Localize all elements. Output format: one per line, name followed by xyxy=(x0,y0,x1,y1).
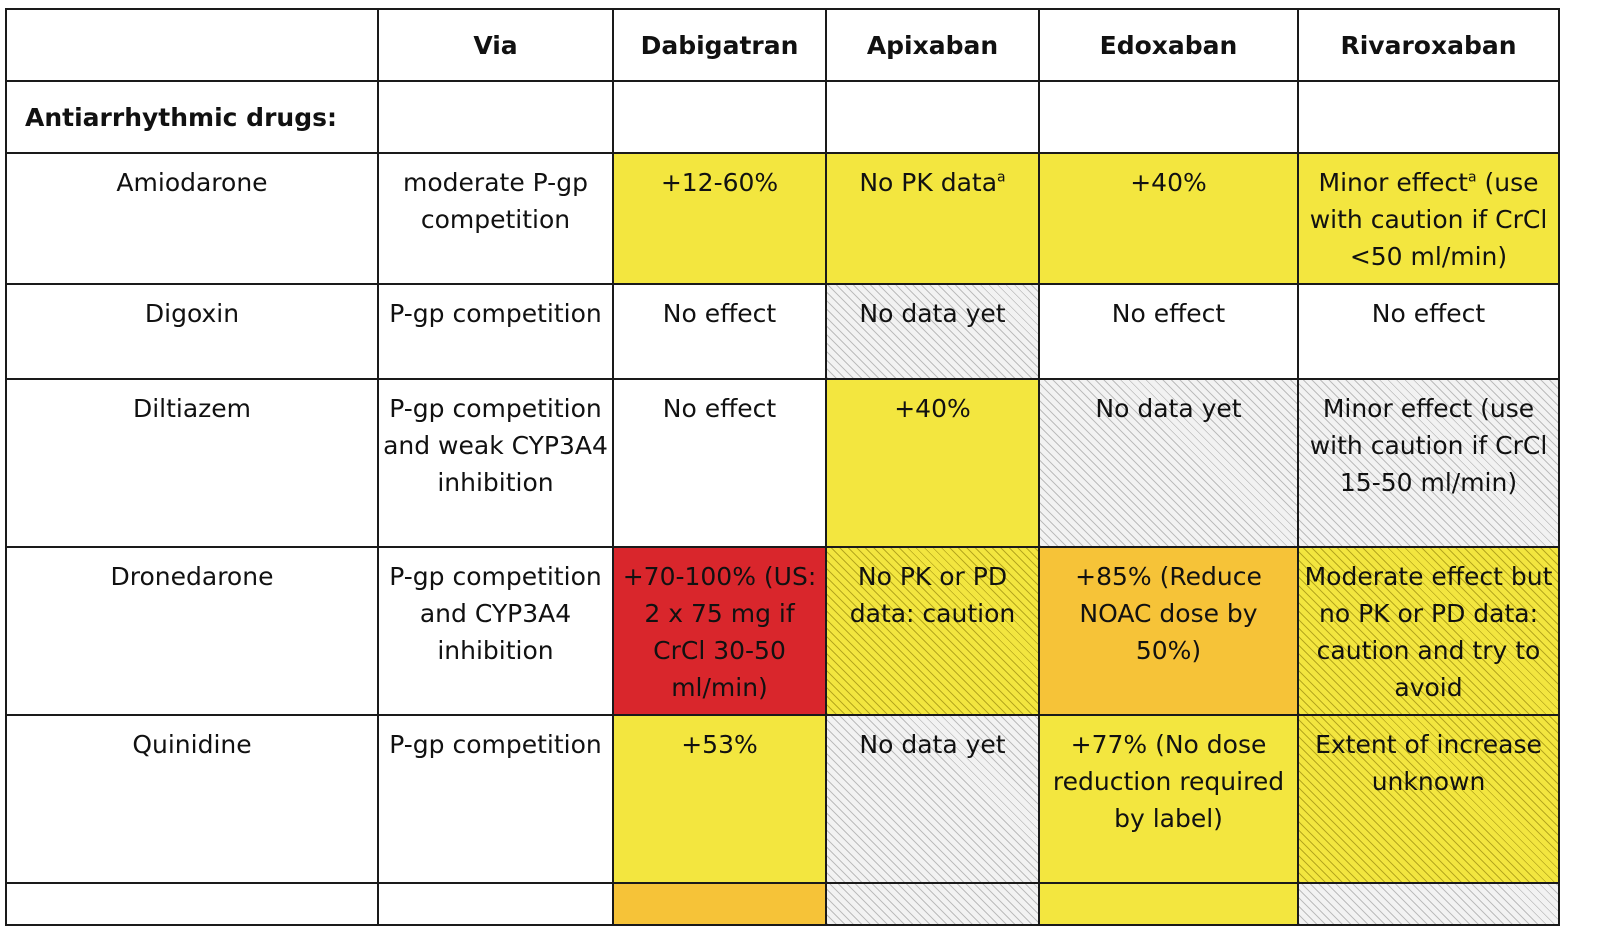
dabigatran-cell: +53% xyxy=(612,714,827,884)
edoxaban-cell: +40% xyxy=(1038,152,1299,285)
apixaban-cell: No PK dataa xyxy=(825,152,1040,285)
edoxaban-cell: +77% (No dose reduction required by labe… xyxy=(1038,714,1299,884)
drug-interaction-table: Via Dabigatran Apixaban Edoxaban Rivarox… xyxy=(5,8,1560,926)
empty-cell xyxy=(825,80,1040,154)
drug-name: Amiodarone xyxy=(5,152,379,285)
via-cell: moderate P-gp competition xyxy=(377,152,614,285)
table-row: Diltiazem P-gp competition and weak CYP3… xyxy=(5,378,1560,548)
section-label: Antiarrhythmic drugs: xyxy=(5,80,379,154)
rivaroxaban-cell: No effect xyxy=(1297,283,1560,380)
empty-cell xyxy=(1297,882,1560,926)
edoxaban-cell: No effect xyxy=(1038,283,1299,380)
header-row: Via Dabigatran Apixaban Edoxaban Rivarox… xyxy=(5,8,1560,82)
header-via: Via xyxy=(377,8,614,82)
dabigatran-cell: No effect xyxy=(612,283,827,380)
dabigatran-cell: +70-100% (US: 2 x 75 mg if CrCl 30-50 ml… xyxy=(612,546,827,716)
table-row: Amiodarone moderate P-gp competition +12… xyxy=(5,152,1560,285)
interaction-table-container: Via Dabigatran Apixaban Edoxaban Rivarox… xyxy=(5,8,1560,926)
empty-cell xyxy=(1297,80,1560,154)
rivaroxaban-text-post: (use with caution if CrCl <50 ml/min) xyxy=(1309,168,1548,271)
apixaban-cell: No data yet xyxy=(825,283,1040,380)
rivaroxaban-cell: Moderate effect but no PK or PD data: ca… xyxy=(1297,546,1560,716)
empty-cell xyxy=(377,80,614,154)
table-row: Digoxin P-gp competition No effect No da… xyxy=(5,283,1560,380)
drug-name: Diltiazem xyxy=(5,378,379,548)
table-row: Dronedarone P-gp competition and CYP3A4 … xyxy=(5,546,1560,716)
rivaroxaban-cell: Minor effecta (use with caution if CrCl … xyxy=(1297,152,1560,285)
empty-cell xyxy=(377,882,614,926)
edoxaban-cell: No data yet xyxy=(1038,378,1299,548)
rivaroxaban-text-pre: Minor effect xyxy=(1318,168,1468,197)
empty-cell xyxy=(612,80,827,154)
apixaban-cell: No data yet xyxy=(825,714,1040,884)
rivaroxaban-cell: Extent of increase unknown xyxy=(1297,714,1560,884)
empty-cell xyxy=(1038,882,1299,926)
header-corner xyxy=(5,8,379,82)
empty-cell xyxy=(825,882,1040,926)
empty-cell xyxy=(5,882,379,926)
rivaroxaban-cell: Minor effect (use with caution if CrCl 1… xyxy=(1297,378,1560,548)
dabigatran-cell: No effect xyxy=(612,378,827,548)
apixaban-cell: +40% xyxy=(825,378,1040,548)
drug-name: Dronedarone xyxy=(5,546,379,716)
section-row: Antiarrhythmic drugs: xyxy=(5,80,1560,154)
edoxaban-cell: +85% (Reduce NOAC dose by 50%) xyxy=(1038,546,1299,716)
footnote-marker: a xyxy=(997,169,1006,186)
drug-name: Digoxin xyxy=(5,283,379,380)
via-cell: P-gp competition and weak CYP3A4 inhibit… xyxy=(377,378,614,548)
header-edoxaban: Edoxaban xyxy=(1038,8,1299,82)
drug-name: Quinidine xyxy=(5,714,379,884)
via-cell: P-gp competition xyxy=(377,714,614,884)
table-row: Quinidine P-gp competition +53% No data … xyxy=(5,714,1560,884)
dabigatran-cell: +12-60% xyxy=(612,152,827,285)
apixaban-text: No PK data xyxy=(859,168,998,197)
table-row-partial xyxy=(5,882,1560,926)
footnote-marker: a xyxy=(1467,169,1477,186)
via-cell: P-gp competition xyxy=(377,283,614,380)
header-dabigatran: Dabigatran xyxy=(612,8,827,82)
header-apixaban: Apixaban xyxy=(825,8,1040,82)
header-rivaroxaban: Rivaroxaban xyxy=(1297,8,1560,82)
via-cell: P-gp competition and CYP3A4 inhibition xyxy=(377,546,614,716)
apixaban-cell: No PK or PD data: caution xyxy=(825,546,1040,716)
empty-cell xyxy=(1038,80,1299,154)
empty-cell xyxy=(612,882,827,926)
